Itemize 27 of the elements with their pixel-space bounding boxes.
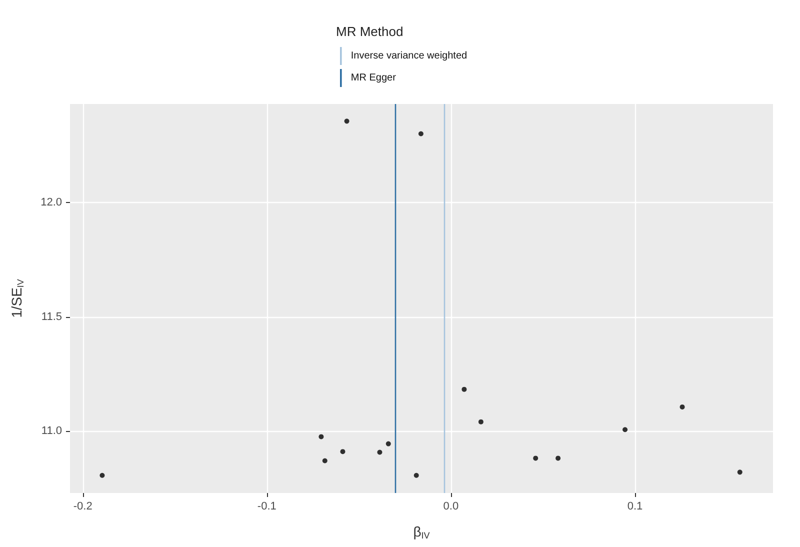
legend-label: MR Egger	[350, 72, 397, 84]
point	[377, 450, 382, 455]
x-tick-label: 0.0	[443, 500, 459, 512]
y-tick-label: 12.0	[40, 196, 62, 208]
x-tick-label: -0.1	[257, 500, 276, 512]
point	[340, 449, 346, 454]
y-tick-label: 11.0	[41, 425, 62, 438]
point	[418, 131, 424, 136]
point	[100, 472, 105, 478]
y-axis-title: 1/SEIV	[8, 279, 26, 318]
point	[386, 441, 391, 446]
point	[318, 434, 324, 440]
point	[344, 118, 350, 124]
point	[680, 404, 685, 410]
point	[737, 470, 742, 475]
point	[462, 386, 467, 392]
x-tick-label: -0.2	[73, 500, 92, 512]
legend-title: MR Method	[336, 24, 404, 39]
point	[478, 419, 484, 424]
point	[322, 458, 328, 464]
legend-label: Inverse variance weighted	[350, 50, 468, 62]
point	[414, 472, 419, 478]
point	[622, 427, 628, 432]
x-tick-label: 0.1	[627, 500, 643, 512]
point	[533, 456, 538, 461]
point	[556, 456, 561, 461]
y-tick-label: 11.5	[41, 310, 62, 323]
